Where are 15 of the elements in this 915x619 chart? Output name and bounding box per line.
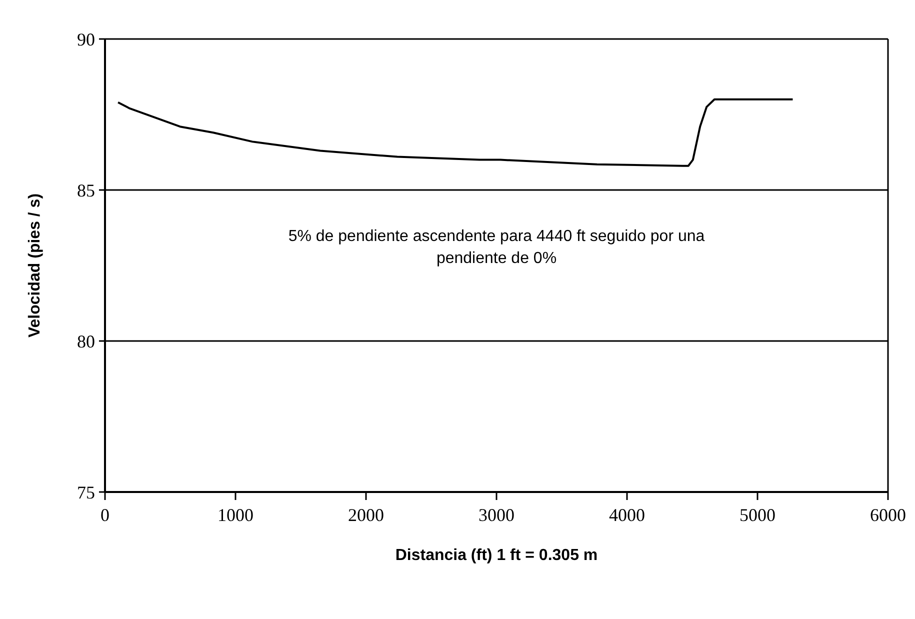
- x-axis-title: Distancia (ft) 1 ft = 0.305 m: [395, 547, 598, 564]
- y-tick-label: 85: [77, 180, 95, 200]
- line-series: [117, 98, 794, 167]
- x-tick-label: 6000: [870, 504, 906, 525]
- x-tick-label: 0: [100, 504, 110, 525]
- x-tick-label: 1000: [218, 504, 254, 525]
- y-tick-label: 80: [77, 331, 95, 352]
- annotation: 5% de pendiente ascendente para 4440 ft seguido por una pendiente de 0%: [287, 226, 706, 268]
- x-tick-label: 4000: [609, 504, 645, 525]
- x-tick-label: 3000: [478, 504, 514, 525]
- x-tick-label: 5000: [740, 504, 776, 525]
- x-tick-label: 2000: [348, 504, 384, 525]
- y-tick-label: 75: [77, 482, 95, 502]
- y-axis-title: Velocidad (pies / s): [26, 193, 44, 338]
- y-tick-label: 90: [77, 29, 95, 50]
